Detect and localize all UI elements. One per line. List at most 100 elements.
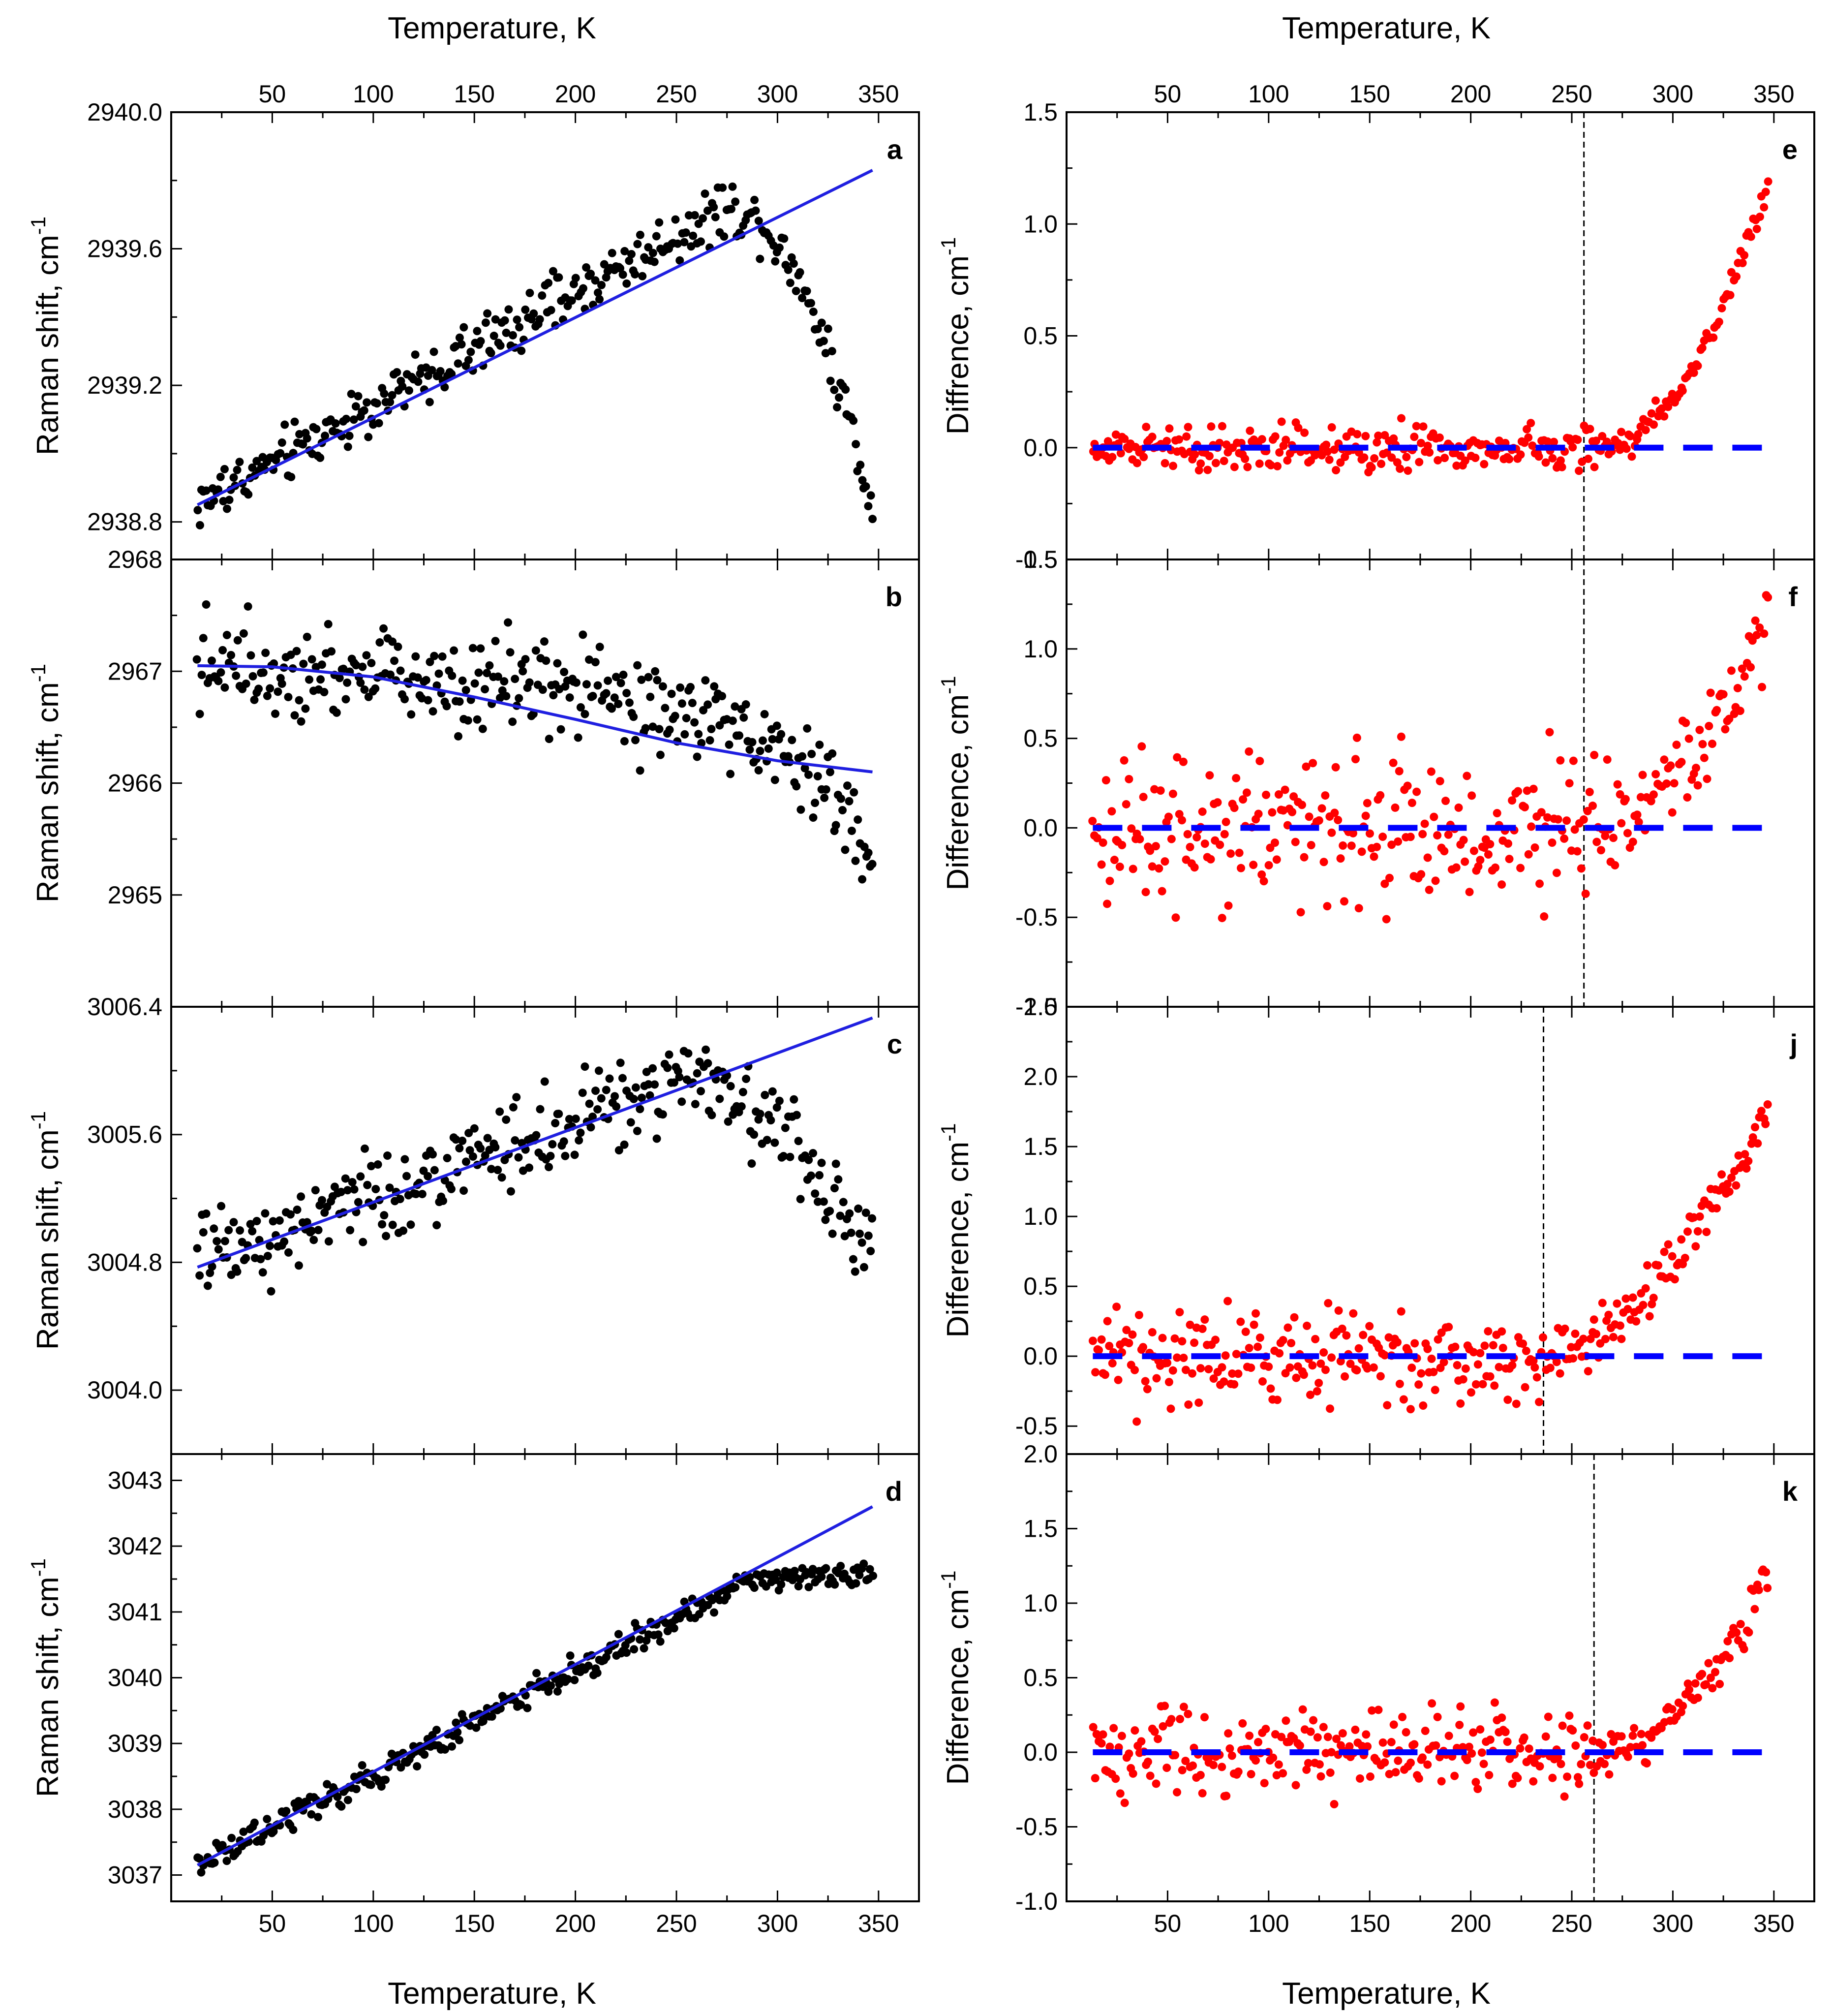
data-point	[1168, 1366, 1177, 1375]
data-point	[1196, 1770, 1205, 1779]
data-point	[307, 1226, 316, 1235]
data-point	[398, 382, 407, 391]
data-point	[476, 1144, 485, 1153]
data-point	[636, 1105, 644, 1114]
data-point	[1326, 1404, 1335, 1413]
data-point	[1103, 437, 1112, 446]
data-point	[1255, 459, 1264, 468]
data-point	[1473, 1360, 1482, 1369]
data-point	[511, 675, 519, 683]
data-point	[1221, 1351, 1230, 1360]
data-point	[1679, 1702, 1687, 1710]
data-point	[1693, 781, 1702, 790]
data-point	[777, 730, 786, 739]
data-point	[1668, 1252, 1677, 1261]
data-point	[1167, 1715, 1176, 1724]
data-point	[547, 306, 555, 314]
data-point	[709, 203, 718, 212]
data-point	[622, 1648, 631, 1657]
data-point	[1508, 796, 1517, 805]
data-point	[1137, 742, 1146, 751]
data-point	[1543, 437, 1552, 446]
data-point	[1302, 762, 1311, 771]
data-point	[1666, 761, 1675, 770]
data-point	[216, 472, 225, 481]
data-point	[1410, 433, 1419, 441]
data-point	[1577, 864, 1586, 873]
data-point	[731, 1583, 740, 1592]
data-point	[710, 682, 719, 691]
data-point	[817, 1572, 826, 1581]
data-point	[342, 414, 351, 423]
data-point	[1532, 1373, 1541, 1382]
data-point	[525, 288, 534, 297]
data-point	[1218, 1763, 1226, 1771]
data-point	[1230, 1380, 1239, 1389]
data-point	[1261, 1725, 1270, 1734]
data-point	[1269, 1753, 1278, 1762]
data-point	[1535, 1762, 1544, 1771]
data-point	[1508, 1361, 1517, 1370]
x-tick-label: 50	[259, 80, 286, 108]
data-point	[1134, 1310, 1143, 1319]
data-point	[828, 1229, 837, 1238]
data-point	[232, 671, 241, 680]
panel-label-k: k	[1782, 1476, 1798, 1507]
data-point	[1628, 837, 1637, 846]
data-point	[1490, 1381, 1499, 1390]
data-point	[426, 657, 434, 666]
data-point	[316, 453, 325, 462]
data-point	[542, 656, 550, 665]
y-tick-label: 1.5	[1023, 1515, 1058, 1543]
data-point	[582, 263, 591, 272]
data-point	[800, 764, 809, 773]
data-point	[571, 1115, 580, 1123]
data-point	[570, 1675, 579, 1684]
data-point	[1497, 1713, 1506, 1722]
data-point	[789, 259, 798, 268]
data-point	[362, 651, 371, 660]
data-point	[388, 391, 397, 400]
data-point	[513, 315, 521, 324]
data-point	[1141, 1377, 1150, 1386]
data-point	[1719, 690, 1728, 699]
data-point	[352, 1785, 361, 1794]
data-point	[1628, 1731, 1637, 1740]
data-point	[1691, 1242, 1700, 1251]
y-tick-label: 3041	[108, 1598, 162, 1626]
y-axis-title-c: Raman shift, cm-1	[27, 1111, 65, 1350]
data-point	[1621, 1294, 1630, 1303]
data-point	[1200, 839, 1209, 848]
data-point	[857, 1238, 866, 1247]
data-point	[1224, 1729, 1233, 1738]
data-point	[1466, 1388, 1475, 1397]
data-point	[1223, 1297, 1232, 1305]
data-point	[591, 1086, 600, 1095]
data-point	[1623, 1752, 1632, 1761]
data-point	[1740, 672, 1749, 681]
data-point	[1235, 848, 1244, 857]
data-point	[1744, 1157, 1753, 1166]
data-point	[1512, 1399, 1521, 1408]
data-point	[508, 331, 517, 340]
data-point	[1181, 1365, 1190, 1374]
data-point	[428, 1150, 437, 1159]
data-point	[487, 1165, 496, 1174]
data-point	[1571, 1741, 1580, 1750]
data-point	[824, 324, 832, 333]
data-point	[1516, 1744, 1525, 1753]
data-point	[441, 1745, 450, 1754]
data-point	[1353, 430, 1362, 438]
data-point	[195, 1854, 204, 1863]
data-point	[650, 1080, 659, 1089]
data-point	[1170, 1334, 1179, 1343]
data-point	[572, 678, 581, 687]
data-point	[250, 695, 259, 704]
data-point	[637, 1093, 646, 1102]
data-point	[770, 1138, 779, 1147]
data-point	[464, 1129, 473, 1138]
data-point	[1254, 809, 1263, 818]
data-point	[808, 1565, 817, 1574]
data-point	[1501, 1728, 1510, 1737]
data-point	[1441, 797, 1450, 806]
